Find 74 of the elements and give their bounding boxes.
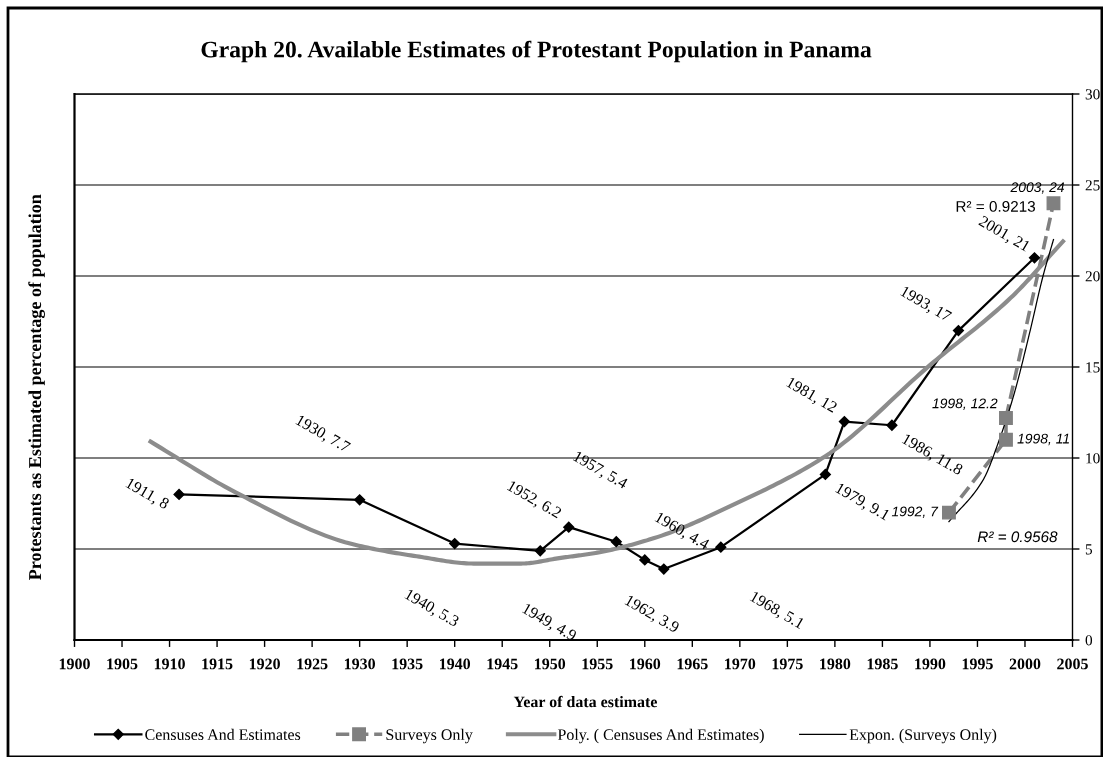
x-tick-label: 1935 xyxy=(392,658,423,670)
x-tick-label: 1975 xyxy=(772,658,803,670)
data-label: 1992, 7 xyxy=(891,506,939,518)
point xyxy=(715,541,727,553)
point xyxy=(941,505,956,520)
data-label: 1962, 3.9 xyxy=(623,594,681,635)
x-tick-label: 2000 xyxy=(1009,658,1041,670)
point xyxy=(658,563,670,575)
x-tick-label: 1945 xyxy=(487,658,518,670)
x-tick-label: 1915 xyxy=(202,658,233,670)
data-label: 2001, 21 xyxy=(977,215,1031,254)
y-tick-label: 25 xyxy=(1085,180,1100,191)
y-tick-label: 5 xyxy=(1085,544,1093,555)
x-tick-label: 1955 xyxy=(582,658,613,670)
data-label: 1957, 5.4 xyxy=(571,450,629,492)
point xyxy=(999,432,1013,447)
data-label: 1981, 12 xyxy=(784,376,838,415)
x-tick-label: 1980 xyxy=(820,658,851,670)
point xyxy=(1028,252,1041,264)
chart-title: Graph 20. Available Estimates of Protestant Population in Panama xyxy=(201,40,872,63)
x-tick-label: 1970 xyxy=(725,658,756,670)
point xyxy=(639,554,651,566)
x-tick-label: 1965 xyxy=(677,658,708,670)
point xyxy=(563,521,575,533)
x-tick-label: 1985 xyxy=(867,658,898,670)
annotation: R² = 0.9213 xyxy=(956,201,1036,212)
legend-label: Censuses And Estimates xyxy=(145,728,301,741)
legend-label: Expon. (Surveys Only) xyxy=(849,728,997,744)
x-tick-label: 1925 xyxy=(297,658,328,670)
x-tick-label: 2005 xyxy=(1057,658,1088,670)
x-tick-label: 1950 xyxy=(535,658,566,670)
x-tick-label: 1930 xyxy=(344,658,376,670)
point xyxy=(1046,196,1061,211)
x-tick-label: 1995 xyxy=(962,658,993,670)
legend-label: Poly. ( Censuses And Estimates) xyxy=(557,728,764,744)
x-tick-label: 1910 xyxy=(154,658,185,670)
point xyxy=(819,468,831,480)
data-label: 1979, 9.1 xyxy=(834,482,891,523)
x-axis-title: Year of data estimate xyxy=(513,695,657,708)
data-label: 1952, 6.2 xyxy=(505,480,563,521)
y-tick-label: 20 xyxy=(1085,271,1100,282)
data-label: 1998, 12.2 xyxy=(932,398,998,410)
data-label: 1968, 5.1 xyxy=(748,590,805,632)
point xyxy=(999,411,1013,425)
x-tick-label: 1960 xyxy=(630,658,661,670)
data-label: 1949, 4.9 xyxy=(520,602,578,644)
y-tick-label: 15 xyxy=(1086,362,1100,373)
data-label: 1998, 11 xyxy=(1017,433,1069,446)
data-label: 1930, 7.7 xyxy=(294,414,352,455)
x-tick-label: 1920 xyxy=(249,658,280,670)
point xyxy=(534,545,546,557)
point xyxy=(610,536,622,548)
data-label: 1960, 4.4 xyxy=(653,511,711,553)
y-tick-label: 10 xyxy=(1086,453,1100,464)
y-tick-label: 30 xyxy=(1085,89,1100,100)
point xyxy=(173,488,185,501)
data-label: 1911, 8 xyxy=(124,477,170,512)
point xyxy=(449,537,461,550)
x-tick-label: 1990 xyxy=(915,658,946,670)
data-label: 1986, 11.8 xyxy=(900,433,964,478)
legend-label: Surveys Only xyxy=(386,728,473,744)
point xyxy=(354,494,366,506)
data-label: 1940, 5.3 xyxy=(403,588,460,629)
y-axis-title: Protestants as Estimated percentage of population xyxy=(28,194,45,580)
x-tick-label: 1940 xyxy=(440,658,471,670)
point xyxy=(838,415,850,428)
point xyxy=(886,419,898,431)
x-tick-label: 1900 xyxy=(59,658,90,670)
y-tick-label: 0 xyxy=(1085,635,1093,646)
data-label: 1993, 17 xyxy=(898,285,953,324)
point xyxy=(952,324,965,337)
x-tick-label: 1905 xyxy=(107,658,138,670)
annotation: R² = 0.9568 xyxy=(977,531,1058,543)
data-label: 2003, 24 xyxy=(1010,182,1065,194)
